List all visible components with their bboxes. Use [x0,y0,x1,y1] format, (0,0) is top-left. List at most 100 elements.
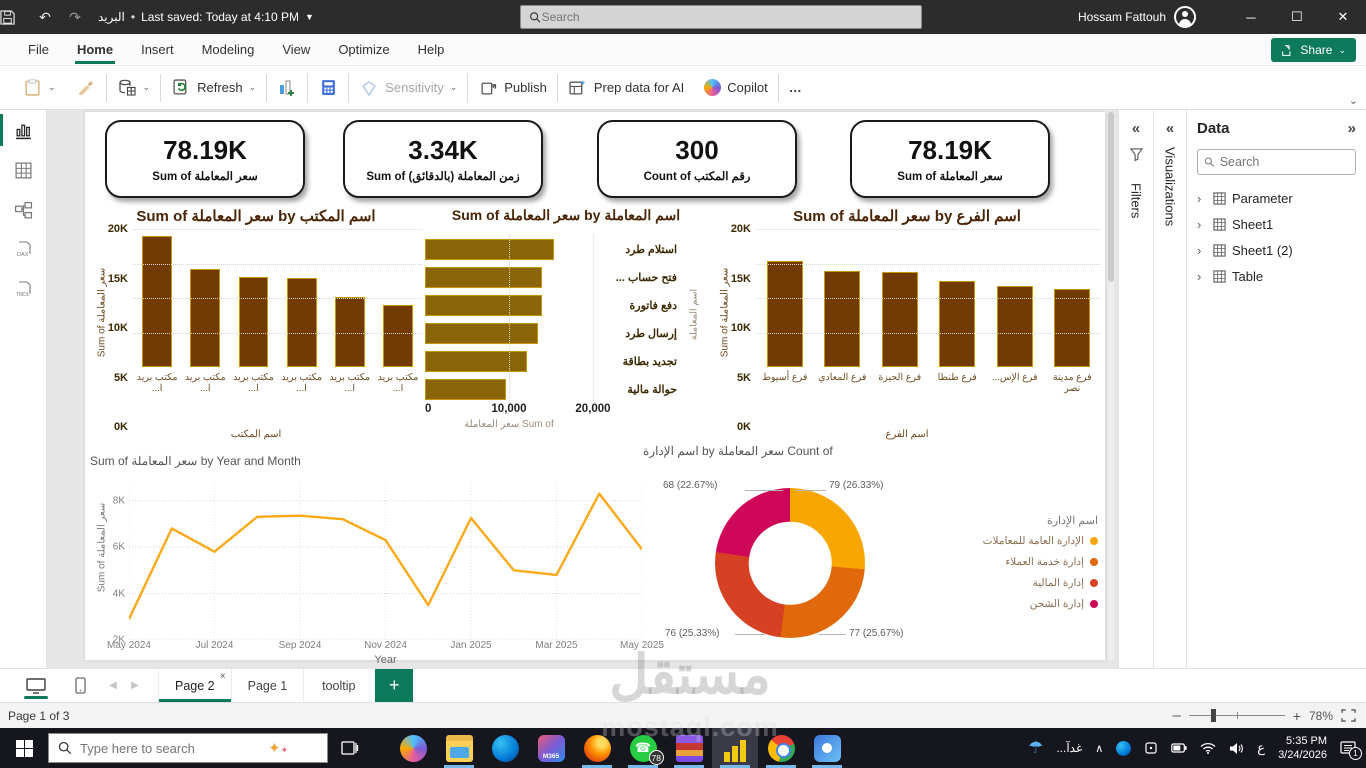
saved-dropdown-icon[interactable]: ▼ [304,12,314,22]
bar[interactable] [824,271,861,367]
close-tab-icon[interactable]: × [219,671,226,682]
menu-insert[interactable]: Insert [141,42,174,57]
save-icon[interactable] [0,9,30,25]
new-visual-button[interactable] [267,78,307,98]
undo-icon[interactable]: ↶ [39,8,51,25]
share-button[interactable]: Share ⌄ [1271,38,1356,62]
bar[interactable] [142,235,173,367]
prep-data-ai-button[interactable]: Prep data for AI [558,78,694,98]
zoom-in-button[interactable]: + [1292,707,1301,724]
data-search-box[interactable] [1197,149,1356,175]
bar[interactable] [334,297,365,367]
publish-button[interactable]: Publish [468,78,557,98]
data-table-parameter[interactable]: › Parameter [1197,185,1356,211]
zoom-slider[interactable] [1188,709,1285,722]
expand-filters-icon[interactable]: « [1131,120,1141,137]
notifications-button[interactable]: 1 [1340,740,1362,760]
kpi-card-2[interactable]: 3.34K Sum of زمن المعاملة (بالدقائق) [343,120,543,198]
next-page-arrow[interactable]: ▶ [131,680,139,691]
bar[interactable] [383,304,413,367]
collapse-data-panel-icon[interactable]: » [1347,120,1356,137]
menu-file[interactable]: File [28,42,49,57]
taskbar-app-chrome[interactable] [758,728,804,768]
fit-to-page-icon[interactable] [1341,709,1356,722]
bar[interactable] [238,277,269,367]
taskbar-app-firefox[interactable] [574,728,620,768]
bar[interactable] [190,269,221,367]
taskbar-app-whatsapp[interactable]: ☎ 78 [620,728,666,768]
paste-button[interactable]: ⌄ [12,78,66,98]
avatar[interactable] [1174,6,1196,28]
battery-icon[interactable] [1171,743,1187,753]
data-table-sheet1[interactable]: › Sheet1 [1197,211,1356,237]
tmdl-view-button[interactable]: TMDL [0,270,47,310]
hidden-icons-chevron[interactable]: ∧ [1095,742,1104,755]
close-button[interactable]: ✕ [1337,9,1349,24]
calculator-button[interactable] [308,78,348,98]
maximize-button[interactable]: ☐ [1291,9,1303,24]
windows-search-box[interactable]: ✦✦ [48,733,328,763]
mobile-layout-button[interactable] [58,669,102,702]
clock[interactable]: 5:35 PM 3/24/2026 [1278,734,1327,763]
page-tab-tooltip[interactable]: tooltip [303,669,373,702]
dax-query-view-button[interactable]: DAX [0,230,47,270]
bar[interactable] [1054,289,1091,367]
bar[interactable] [425,378,507,400]
format-painter-button[interactable] [66,78,106,98]
collapse-ribbon-icon[interactable]: ⌄ [1348,95,1358,107]
page-tab-page-1[interactable]: Page 1 [230,669,304,702]
zoom-out-button[interactable]: – [1172,707,1181,724]
task-view-button[interactable] [328,739,372,757]
filters-panel-collapsed[interactable]: « Filters [1118,110,1153,668]
kpi-card-4[interactable]: 78.19K Sum of سعر المعاملة [850,120,1050,198]
line-chart-year-month[interactable]: Sum of سعر المعاملة by Year and Month Su… [90,454,664,666]
weather-text[interactable]: غدآ... [1056,741,1083,755]
legend-item[interactable]: إدارة الشحن [933,598,1098,610]
bar-chart-office[interactable]: Sum of سعر المعاملة by اسم المكتب Sum of… [90,207,422,450]
legend-item[interactable]: إدارة خدمة العملاء [933,556,1098,568]
minimize-button[interactable]: ─ [1246,9,1256,25]
model-view-button[interactable] [0,190,47,230]
weather-icon[interactable]: ☂ [1028,738,1044,757]
bar[interactable] [996,285,1033,367]
bar[interactable] [425,266,542,288]
new-page-button[interactable]: + [375,669,414,702]
previous-page-arrow[interactable]: ◀ [109,680,117,691]
refresh-button[interactable]: Refresh ⌄ [161,78,266,98]
kpi-card-1[interactable]: 78.19K Sum of سعر المعاملة [105,120,305,198]
report-view-button[interactable] [0,110,47,150]
menu-help[interactable]: Help [417,42,445,57]
bar[interactable] [939,280,976,367]
language-indicator[interactable]: ع [1257,740,1266,755]
legend-item[interactable]: الإدارة العامة للمعاملات [933,535,1098,547]
expand-chevron-icon[interactable]: › [1197,242,1202,258]
legend-item[interactable]: إدارة المالية [933,577,1098,589]
taskbar-search-input[interactable] [80,740,260,756]
taskbar-app-photos[interactable] [804,728,850,768]
wifi-icon[interactable] [1200,742,1216,754]
volume-icon[interactable] [1229,742,1244,755]
bar[interactable] [425,238,554,260]
menu-optimize[interactable]: Optimize [338,42,390,57]
get-data-button[interactable]: ⌄ [107,78,161,98]
page-tab-page-2[interactable]: Page 2 × [158,669,231,702]
snip-tray-icon[interactable] [1144,741,1158,755]
kpi-card-3[interactable]: 300 Count of رقم المكتب [597,120,797,198]
edge-tray-icon[interactable] [1116,740,1132,756]
donut-ring[interactable] [715,488,865,638]
taskbar-app-copilot[interactable] [390,728,436,768]
bar[interactable] [425,294,542,316]
bar-chart-branch[interactable]: Sum of سعر المعاملة by اسم الفرع Sum of … [713,207,1101,450]
data-table-table[interactable]: › Table [1197,263,1356,289]
data-search-input[interactable] [1219,155,1349,169]
expand-visualizations-icon[interactable]: « [1165,120,1175,137]
data-table-sheet1-2-[interactable]: › Sheet1 (2) [1197,237,1356,263]
bar[interactable] [766,261,803,367]
expand-chevron-icon[interactable]: › [1197,216,1202,232]
bar[interactable] [881,272,918,367]
visualizations-panel-collapsed[interactable]: « Visualizations [1153,110,1186,668]
menu-home[interactable]: Home [63,36,127,64]
report-canvas[interactable]: 78.19K Sum of سعر المعاملة 3.34K Sum of زمن… [85,112,1105,666]
copilot-button[interactable]: Copilot [694,79,777,96]
taskbar-app-edge[interactable] [482,728,528,768]
